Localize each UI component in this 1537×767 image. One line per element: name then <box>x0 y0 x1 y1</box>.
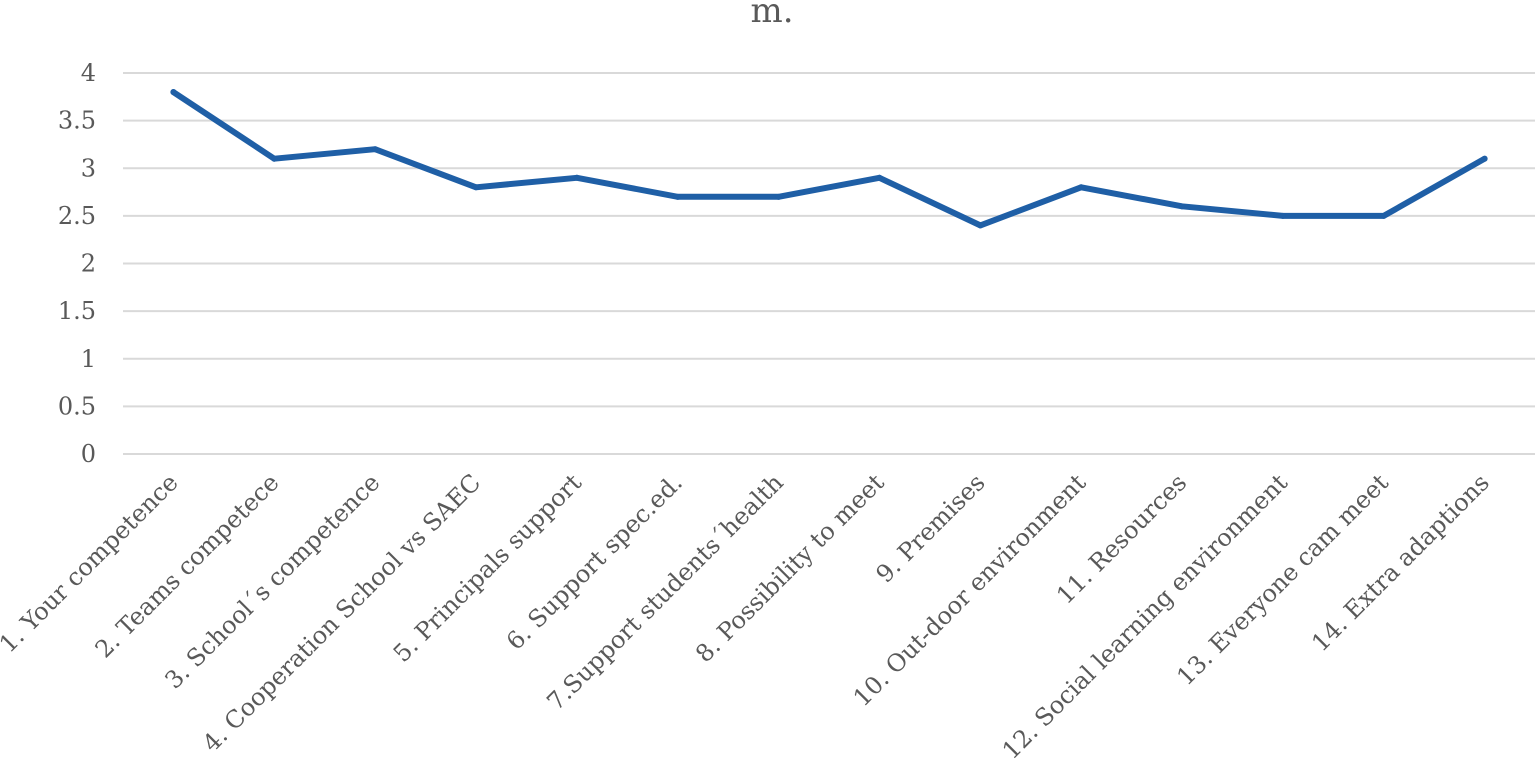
x-tick-label: 1. Your competence <box>0 468 184 658</box>
data-point <box>1279 212 1286 219</box>
data-point <box>1380 212 1387 219</box>
x-tick-label: 14. Extra adaptions <box>1306 468 1495 657</box>
data-point <box>674 193 681 200</box>
y-tick-label: 3 <box>81 154 96 182</box>
gridlines <box>123 72 1535 455</box>
y-tick-label: 1.5 <box>58 297 96 325</box>
series-line <box>170 89 1488 229</box>
y-axis-ticks: 0 0.5 1 1.5 2 2.5 3 3.5 4 <box>58 59 96 468</box>
series-layer <box>170 89 1488 229</box>
y-tick-label: 2 <box>81 250 96 278</box>
x-tick-label: 13. Everyone cam meet <box>1171 468 1394 691</box>
data-point <box>372 146 379 153</box>
x-tick-label: 3. School´s competence <box>159 468 385 694</box>
data-point <box>170 89 177 96</box>
data-point <box>473 184 479 191</box>
x-tick-label: 5. Principals support <box>388 468 587 667</box>
chart-title: m. <box>750 0 793 31</box>
data-point <box>977 222 984 229</box>
data-point <box>775 193 782 200</box>
x-tick-label: 2. Teams competece <box>90 468 285 663</box>
data-point <box>1481 155 1488 162</box>
data-point <box>1078 184 1085 191</box>
data-point <box>573 174 580 181</box>
y-tick-label: 0.5 <box>58 392 96 420</box>
y-tick-label: 3.5 <box>58 107 96 135</box>
x-tick-label: 6. Support spec.ed. <box>501 468 688 655</box>
y-tick-label: 1 <box>81 345 96 373</box>
y-tick-label: 4 <box>81 59 96 87</box>
data-point <box>1179 203 1185 210</box>
y-tick-label: 2.5 <box>58 202 96 230</box>
y-tick-label: 0 <box>81 440 96 468</box>
x-tick-label: 8. Possibility to meet <box>690 468 890 668</box>
data-point <box>876 174 883 181</box>
data-point <box>271 155 278 162</box>
